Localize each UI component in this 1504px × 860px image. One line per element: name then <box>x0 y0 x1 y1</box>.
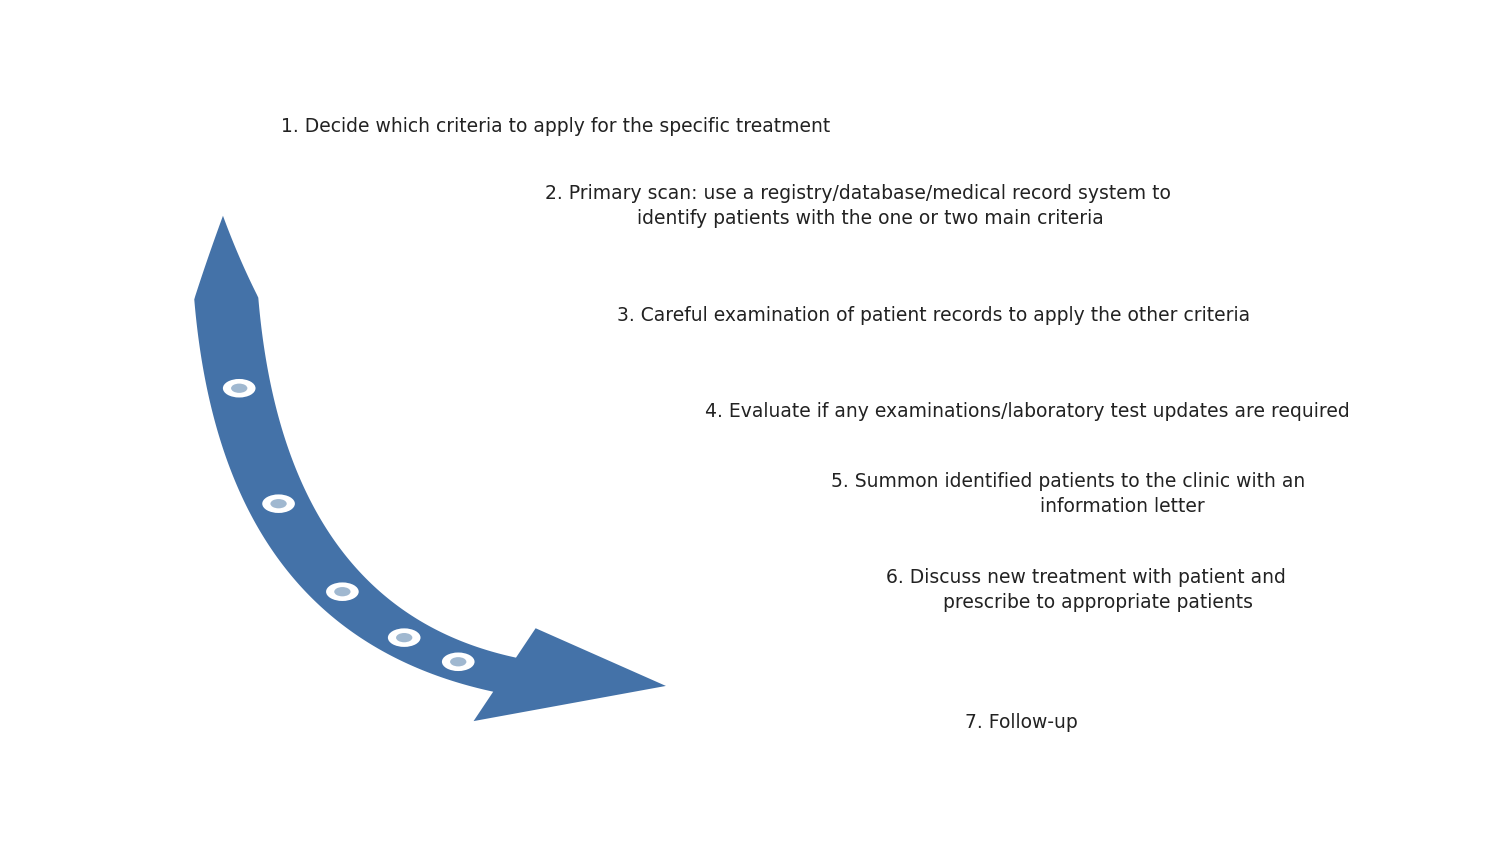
Text: 7. Follow-up: 7. Follow-up <box>966 713 1078 732</box>
Circle shape <box>326 582 359 601</box>
Text: 2. Primary scan: use a registry/database/medical record system to
    identify p: 2. Primary scan: use a registry/database… <box>546 184 1172 228</box>
Text: 1. Decide which criteria to apply for the specific treatment: 1. Decide which criteria to apply for th… <box>281 117 830 136</box>
Circle shape <box>442 653 475 671</box>
Circle shape <box>223 379 256 397</box>
Circle shape <box>396 633 412 642</box>
Circle shape <box>232 384 247 393</box>
Circle shape <box>334 587 350 596</box>
Circle shape <box>271 499 287 508</box>
Circle shape <box>388 629 421 647</box>
Circle shape <box>262 494 295 513</box>
Text: 4. Evaluate if any examinations/laboratory test updates are required: 4. Evaluate if any examinations/laborato… <box>705 402 1349 421</box>
Text: 5. Summon identified patients to the clinic with an
                  informatio: 5. Summon identified patients to the cli… <box>830 472 1305 516</box>
Polygon shape <box>194 216 666 721</box>
Text: 6. Discuss new treatment with patient and
    prescribe to appropriate patients: 6. Discuss new treatment with patient an… <box>886 568 1286 612</box>
Circle shape <box>450 657 466 666</box>
Text: 3. Careful examination of patient records to apply the other criteria: 3. Careful examination of patient record… <box>618 305 1250 324</box>
